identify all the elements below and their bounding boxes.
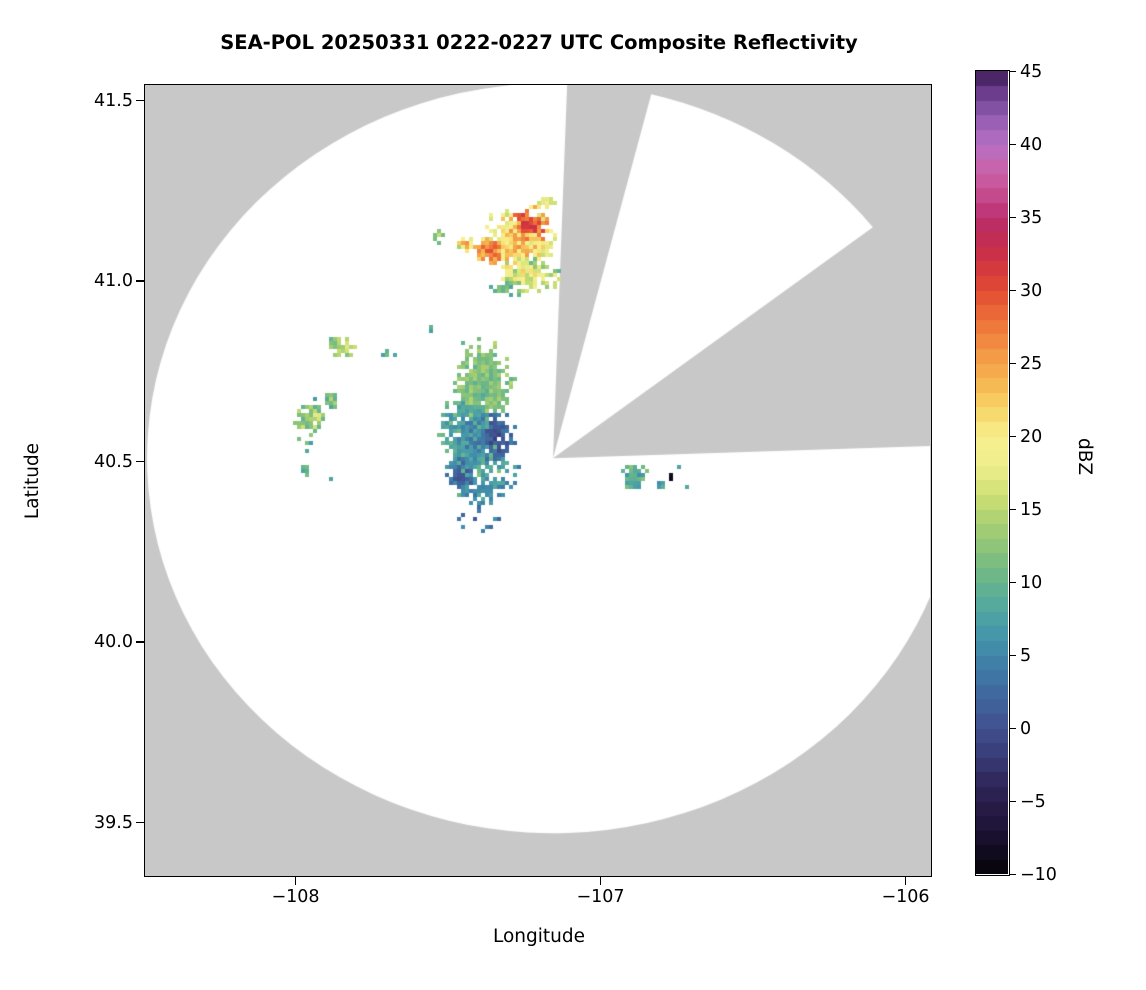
colorbar-tick-mark [1010,362,1016,365]
x-tick-label: −107 [576,887,625,907]
colorbar-tick-label: −5 [1020,791,1046,812]
x-tick-label: −108 [271,887,320,907]
colorbar-tick-mark [1010,435,1016,438]
y-tick-label: 40.0 [94,632,133,653]
colorbar-tick-label: 25 [1020,353,1043,374]
y-tick-label: 39.5 [94,812,133,833]
colorbar-tick-label: 10 [1020,572,1043,593]
y-tick-mark [136,280,144,282]
colorbar-tick-label: 0 [1020,718,1032,739]
colorbar-tick-label: 20 [1020,426,1043,447]
colorbar-tick-mark [1010,70,1016,73]
y-tick-label: 41.0 [94,271,133,292]
colorbar-tick-label: 35 [1020,207,1043,228]
colorbar-tick-mark [1010,508,1016,511]
colorbar-tick-mark [1010,581,1016,584]
y-tick-mark [136,460,144,463]
colorbar-tick-label: 40 [1020,134,1043,155]
y-tick-label: 41.5 [94,90,133,111]
colorbar-tick-label: −10 [1020,864,1057,885]
plot-area [144,84,932,877]
y-tick-mark [136,641,144,643]
y-tick-mark [136,821,144,824]
radar-plot-canvas [145,85,930,875]
x-tick-label: −106 [881,887,930,907]
x-axis-label: Longitude [492,926,585,947]
colorbar-tick-label: 15 [1020,499,1043,520]
colorbar-tick-label: 30 [1020,280,1043,301]
x-tick-mark [599,877,602,885]
colorbar-tick-label: 45 [1020,61,1043,82]
x-tick-mark [904,877,907,885]
colorbar-gradient-canvas [976,71,1008,874]
colorbar-label: dBZ [1074,438,1095,476]
colorbar-tick-mark [1010,873,1016,876]
colorbar-tick-mark [1010,289,1016,292]
x-tick-mark [294,877,297,885]
colorbar-tick-mark [1010,800,1016,803]
colorbar-tick-mark [1010,143,1016,146]
colorbar-tick-label: 5 [1020,645,1032,666]
colorbar-tick-mark [1010,727,1016,730]
colorbar-tick-mark [1010,216,1016,219]
y-axis-label: Latitude [22,442,43,520]
y-tick-mark [136,99,144,102]
colorbar [975,70,1010,876]
y-tick-label: 40.5 [94,451,133,472]
colorbar-tick-mark [1010,654,1016,657]
chart-title: SEA-POL 20250331 0222-0227 UTC Composite… [220,31,858,54]
